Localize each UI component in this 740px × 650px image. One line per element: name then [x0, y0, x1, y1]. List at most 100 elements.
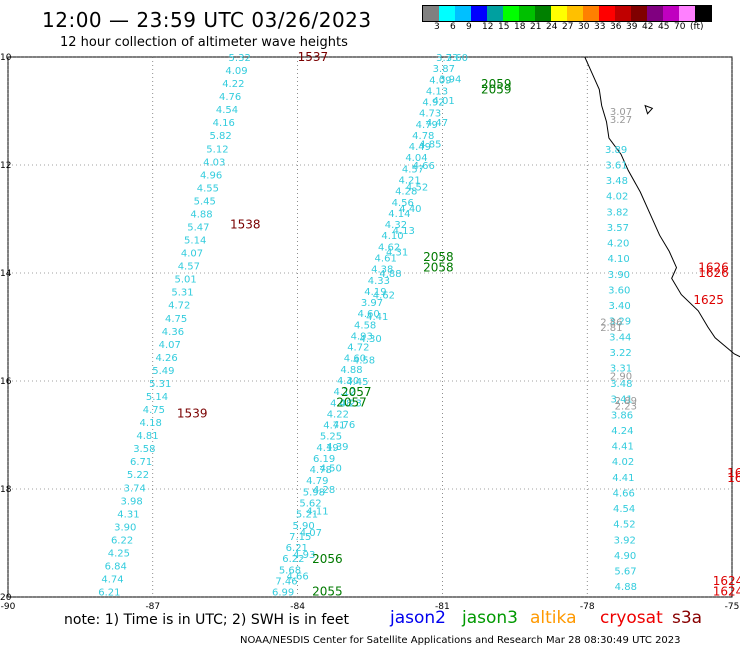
swh-value-label: 4.78 — [310, 465, 332, 476]
time-label: 1625 — [693, 293, 724, 307]
swh-value-label: 5.49 — [152, 366, 174, 377]
time-label: 2055 — [312, 585, 343, 599]
swh-value-label: 3.44 — [609, 332, 631, 343]
swh-value-label: 4.76 — [333, 420, 355, 431]
swh-value-label: 4.21 — [398, 176, 420, 187]
swh-value-label: 3.48 — [610, 379, 632, 390]
swh-value-label: 3.22 — [610, 348, 632, 359]
swh-value-label: 4.75 — [165, 314, 187, 325]
swh-value-label: 4.60 — [357, 309, 379, 320]
swh-value-label: 4.28 — [395, 187, 417, 198]
time-label: 1626 — [698, 266, 729, 280]
swh-value-label: 4.01 — [432, 96, 454, 107]
color-swatch — [551, 6, 567, 21]
swh-value-label: 4.73 — [419, 109, 441, 120]
swh-value-label: 5.31 — [149, 379, 171, 390]
swh-value-label: 7.15 — [289, 532, 311, 543]
swh-value-label: 4.31 — [117, 509, 139, 520]
swh-value-label: 4.93 — [351, 331, 373, 342]
swh-value-label: 4.26 — [155, 353, 177, 364]
swh-value-label: 3.60 — [608, 285, 630, 296]
swh-value-label: 3.82 — [606, 207, 628, 218]
swh-value-label: 4.55 — [197, 183, 219, 194]
swh-value-label: 4.49 — [409, 142, 431, 153]
color-swatch — [567, 6, 583, 21]
swh-value-label: 3.57 — [607, 223, 629, 234]
legend-cryosat: cryosat — [600, 608, 663, 628]
swh-value-label: 4.10 — [381, 231, 403, 242]
swh-value-label: 3.86 — [611, 410, 633, 421]
swh-value-label: 3.97 — [361, 298, 383, 309]
color-scale-label: 6 — [450, 22, 456, 32]
swh-value-label: 3.60 — [446, 53, 468, 64]
swh-value-label: 5.45 — [194, 196, 216, 207]
swh-value-label: 4.57 — [178, 262, 200, 273]
swh-value-label: 6.99 — [272, 588, 294, 599]
color-scale-label: 70 — [674, 22, 686, 32]
swh-value-label: 3.27 — [610, 115, 632, 126]
swh-value-label: 4.11 — [306, 507, 328, 518]
swh-value-label: 3.74 — [124, 483, 146, 494]
swh-value-label: 4.04 — [405, 153, 427, 164]
swh-value-label: 4.31 — [386, 247, 408, 258]
color-scale-label: 33 — [594, 22, 606, 32]
swh-value-label: 4.08 — [330, 398, 352, 409]
swh-value-label: 3.31 — [610, 364, 632, 375]
time-label: 1538 — [230, 217, 261, 231]
color-scale-label: 45 — [658, 22, 670, 32]
swh-value-label: 5.47 — [187, 223, 209, 234]
color-swatch — [583, 6, 599, 21]
lon-tick-label: -87 — [145, 602, 160, 612]
swh-value-label: 4.24 — [611, 426, 633, 437]
time-label: 2058 — [423, 261, 454, 275]
swh-value-label: 4.45 — [346, 377, 368, 388]
swh-value-label: 2.23 — [615, 401, 637, 412]
swh-value-label: 3.48 — [606, 176, 628, 187]
color-scale-label: 3 — [434, 22, 440, 32]
swh-value-label: 5.31 — [171, 288, 193, 299]
swh-value-label: 4.50 — [320, 463, 342, 474]
swh-value-label: 3.90 — [114, 522, 136, 533]
legend-jason2: jason2 — [390, 608, 446, 628]
swh-value-label: 5.82 — [209, 131, 231, 142]
color-scale-label: 21 — [530, 22, 542, 32]
color-swatch — [663, 6, 679, 21]
swh-value-label: 2.89 — [615, 396, 637, 407]
swh-value-label: 3.07 — [610, 107, 632, 118]
color-swatch — [679, 6, 695, 21]
color-scale-label: 12 — [482, 22, 494, 32]
swh-value-label: 4.22 — [327, 409, 349, 420]
lon-tick-label: -84 — [290, 602, 305, 612]
swh-value-label: 4.18 — [140, 418, 162, 429]
credit-line: NOAA/NESDIS Center for Satellite Applica… — [240, 635, 681, 646]
lon-tick-label: -81 — [435, 602, 450, 612]
color-swatch — [647, 6, 663, 21]
swh-value-label: 4.75 — [143, 405, 165, 416]
swh-value-label: 4.78 — [412, 131, 434, 142]
swh-value-label: 4.07 — [159, 340, 181, 351]
swh-value-label: 4.28 — [313, 485, 335, 496]
swh-value-label: 3.98 — [120, 496, 142, 507]
swh-value-label: 4.79 — [416, 120, 438, 131]
swh-value-label: 4.14 — [388, 209, 410, 220]
swh-value-label: 4.88 — [190, 209, 212, 220]
coastline — [584, 56, 740, 358]
swh-value-label: 5.62 — [299, 499, 321, 510]
color-scale-label: 18 — [514, 22, 526, 32]
swh-value-label: 4.41 — [612, 442, 634, 453]
color-swatch — [487, 6, 503, 21]
time-label: 2057 — [341, 385, 372, 399]
swh-value-label: 4.76 — [219, 92, 241, 103]
lat-tick-label: 16 — [0, 377, 12, 387]
swh-value-label: 4.90 — [614, 551, 636, 562]
legend-altika: altika — [530, 608, 577, 628]
swh-value-label: 4.62 — [373, 291, 395, 302]
swh-value-label: 6.84 — [105, 562, 127, 573]
time-label: 1625 — [727, 471, 740, 485]
swh-value-label: 5.67 — [614, 567, 636, 578]
lat-tick-label: 12 — [0, 161, 11, 171]
swh-value-label: 4.72 — [347, 343, 369, 354]
swh-value-label: 4.32 — [385, 220, 407, 231]
swh-value-label: 5.14 — [146, 392, 168, 403]
swh-value-label: 6.22 — [282, 554, 304, 565]
